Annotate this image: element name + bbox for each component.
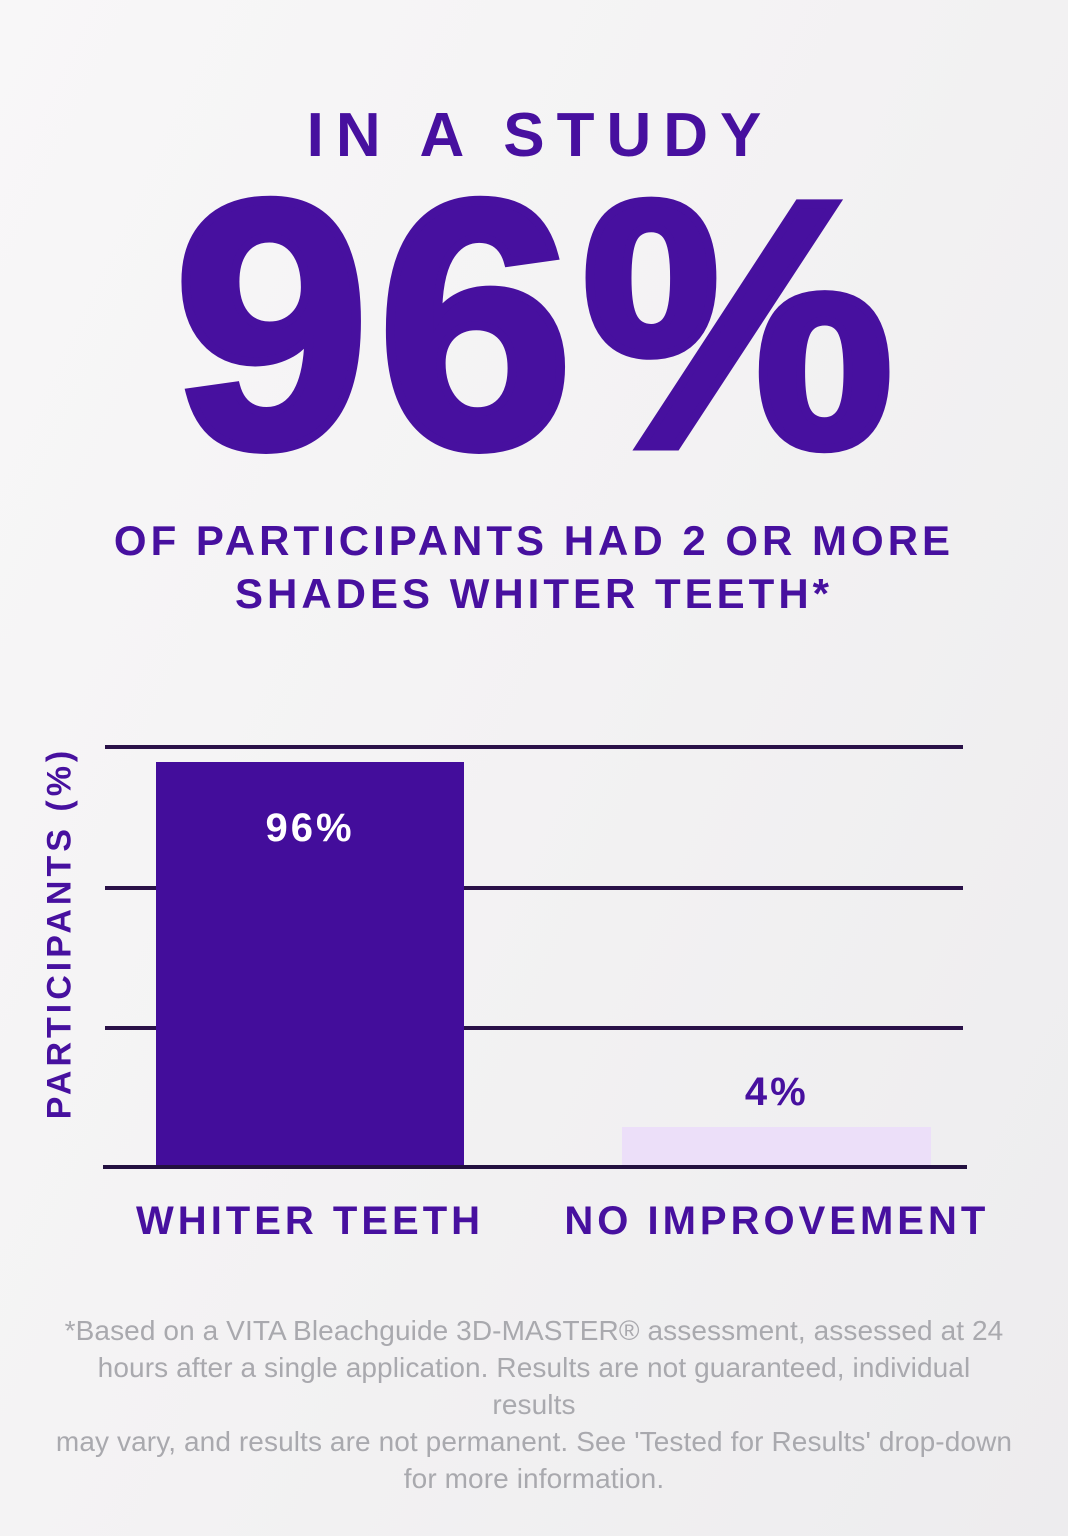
footnote-line: may vary, and results are not permanent.…	[55, 1426, 1013, 1457]
kicker-heading: IN A STUDY	[306, 101, 774, 170]
x-axis-label-no-improvement: NO IMPROVEMENT	[564, 1199, 990, 1243]
x-axis-label-whiter-teeth: WHITER TEETH	[136, 1199, 485, 1243]
bar-column-no-improvement: 4%	[622, 745, 932, 1167]
subtitle: OF PARTICIPANTS HAD 2 OR MORE SHADES WHI…	[113, 517, 955, 617]
bar-no-improvement	[622, 1127, 932, 1167]
gridline-middle-lower	[105, 1026, 963, 1031]
big-stat-number: 96%	[169, 127, 903, 521]
x-axis-line	[103, 1165, 967, 1169]
bar-value-label-no-improvement: 4%	[744, 1070, 809, 1114]
gridline-middle-upper	[105, 885, 963, 890]
footnote-line: *Based on a VITA Bleachguide 3D-MASTER® …	[64, 1315, 1004, 1346]
bar-whiter-teeth: 96%	[155, 761, 465, 1167]
bar-chart-plot-area: 96% 4% WHITER TEETH NO IMPROVEMENT	[103, 745, 985, 1243]
footnote-line: hours after a single application. Result…	[97, 1352, 971, 1420]
footnote-line: for more information.	[403, 1463, 665, 1494]
y-axis-label: PARTICIPANTS (%)	[40, 746, 79, 1120]
footnote: *Based on a VITA Bleachguide 3D-MASTER® …	[54, 1312, 1014, 1497]
gridline-top	[105, 745, 963, 749]
bar-value-label-whiter-teeth: 96%	[265, 805, 355, 850]
bar-column-whiter-teeth: 96%	[155, 745, 465, 1167]
